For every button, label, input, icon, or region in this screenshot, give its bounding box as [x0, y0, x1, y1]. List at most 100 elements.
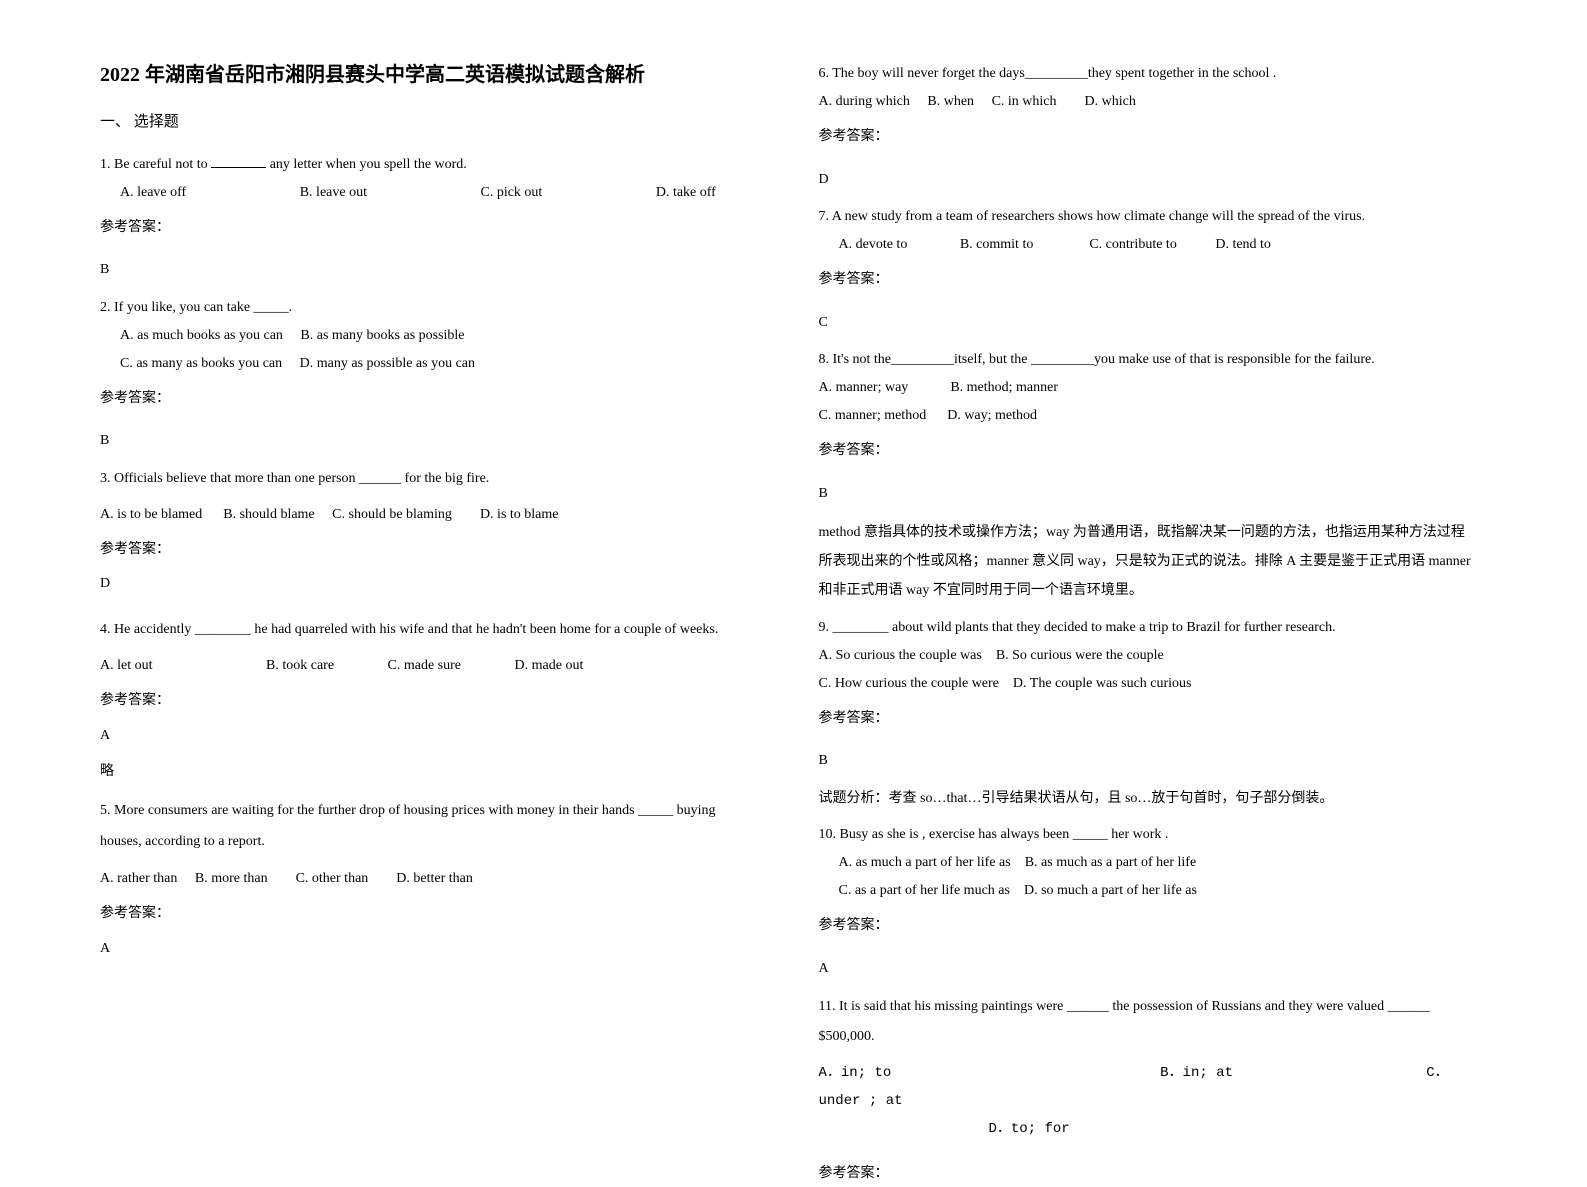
choices: A. during which B. when C. in which D. w… — [819, 88, 1478, 116]
choice-d: D. The couple was such curious — [1013, 676, 1192, 691]
answer-label: 参考答案： — [100, 386, 759, 413]
stem-before: 1. Be careful not to — [100, 157, 211, 172]
answer-value: A — [100, 723, 759, 750]
stem: 10. Busy as she is , exercise has always… — [819, 821, 1478, 849]
choice-a: A. let out — [100, 652, 153, 680]
explanation-8: method 意指具体的技术或操作方法；way 为普通用语，既指解决某一问题的方… — [819, 518, 1478, 606]
choice-d: D. which — [1085, 94, 1136, 109]
choice-b: B. So curious were the couple — [996, 648, 1164, 663]
answer-label: 参考答案： — [819, 913, 1478, 940]
choice-a: A. leave off — [120, 179, 186, 207]
question-5: 5. More consumers are waiting for the fu… — [100, 796, 759, 894]
question-10: 10. Busy as she is , exercise has always… — [819, 821, 1478, 905]
choice-c: C. manner; method — [819, 408, 927, 423]
right-column: 6. The boy will never forget the days___… — [799, 60, 1508, 1082]
answer-label: 参考答案： — [100, 901, 759, 928]
answer-label: 参考答案： — [819, 267, 1478, 294]
choice-a: A. is to be blamed — [100, 507, 202, 522]
choices: A. as much a part of her life as B. as m… — [819, 849, 1478, 905]
stem: 6. The boy will never forget the days___… — [819, 60, 1478, 88]
stem: 11. It is said that his missing painting… — [819, 992, 1478, 1051]
explanation: 略 — [100, 759, 759, 786]
choice-b: B. when — [927, 94, 974, 109]
answer-label: 参考答案： — [819, 438, 1478, 465]
stem: 3. Officials believe that more than one … — [100, 465, 759, 493]
choice-b: B. took care — [266, 652, 334, 680]
answer-value: B — [100, 257, 759, 284]
choice-c: C. other than — [296, 871, 369, 886]
choice-a: A. devote to — [839, 237, 908, 252]
choice-b: B. should blame — [223, 507, 314, 522]
choice-d: D. many as possible as you can — [300, 356, 475, 371]
answer-value: C — [819, 310, 1478, 337]
choice-b: B．in; at — [1160, 1065, 1233, 1081]
choice-c: C. in which — [992, 94, 1057, 109]
question-11: 11. It is said that his missing painting… — [819, 992, 1478, 1143]
question-2: 2. If you like, you can take _____. A. a… — [100, 294, 759, 378]
answer-label: 参考答案： — [819, 1161, 1478, 1187]
choice-d: D. way; method — [947, 408, 1037, 423]
choices: A. devote to B. commit to C. contribute … — [819, 231, 1478, 259]
stem: 7. A new study from a team of researcher… — [819, 203, 1478, 231]
choice-d: D. made out — [515, 658, 584, 673]
choice-a: A. as much a part of her life as — [839, 855, 1011, 870]
choice-a: A. during which — [819, 94, 910, 109]
choice-b: B. commit to — [960, 237, 1034, 252]
question-8: 8. It's not the_________itself, but the … — [819, 346, 1478, 430]
question-7: 7. A new study from a team of researcher… — [819, 203, 1478, 259]
question-1: 1. Be careful not to any letter when you… — [100, 151, 759, 207]
answer-value: A — [819, 956, 1478, 983]
choice-d: D．to; for — [989, 1115, 1070, 1143]
stem: 8. It's not the_________itself, but the … — [819, 346, 1478, 374]
choice-b: B. method; manner — [950, 380, 1058, 395]
answer-label: 参考答案： — [819, 706, 1478, 733]
answer-label: 参考答案： — [100, 537, 759, 564]
question-4: 4. He accidently ________ he had quarrel… — [100, 616, 759, 680]
stem-after: any letter when you spell the word. — [266, 157, 467, 172]
left-column: 2022 年湖南省岳阳市湘阴县赛头中学高二英语模拟试题含解析 一、 选择题 1.… — [100, 60, 799, 1082]
choice-c: C. pick out — [480, 179, 542, 207]
choices: A. manner; way B. method; manner C. mann… — [819, 374, 1478, 430]
question-3: 3. Officials believe that more than one … — [100, 465, 759, 529]
choices: A. rather than B. more than C. other tha… — [100, 865, 759, 893]
choice-d: D. so much a part of her life as — [1024, 883, 1197, 898]
blank — [211, 154, 266, 168]
choice-c: C. should be blaming — [332, 507, 452, 522]
stem: 5. More consumers are waiting for the fu… — [100, 796, 759, 858]
answer-value: D — [819, 167, 1478, 194]
choice-b: B. leave out — [300, 179, 367, 207]
choice-a: A. rather than — [100, 871, 177, 886]
stem: 9. ________ about wild plants that they … — [819, 614, 1478, 642]
stem: 2. If you like, you can take _____. — [100, 294, 759, 322]
section-header: 一、 选择题 — [100, 108, 759, 137]
choice-a: A. So curious the couple was — [819, 648, 982, 663]
choice-c: C. as many as books you can — [120, 356, 282, 371]
page-title: 2022 年湖南省岳阳市湘阴县赛头中学高二英语模拟试题含解析 — [100, 60, 759, 90]
choice-b: B. more than — [195, 871, 268, 886]
choice-c: C．under ; at — [819, 1065, 1449, 1109]
choices: A. So curious the couple was B. So curio… — [819, 642, 1478, 698]
choice-c: C. contribute to — [1089, 237, 1177, 252]
choice-c: C. as a part of her life much as — [839, 883, 1010, 898]
answer-value: D — [100, 571, 759, 598]
choice-c: C. How curious the couple were — [819, 676, 999, 691]
choice-b: B. as much as a part of her life — [1025, 855, 1196, 870]
choice-d: D. take off — [656, 185, 716, 200]
choice-a: A. manner; way — [819, 380, 909, 395]
answer-value: B — [100, 428, 759, 455]
choice-d: D. better than — [396, 871, 473, 886]
choice-c: C. made sure — [388, 652, 461, 680]
explanation-9: 试题分析：考查 so…that…引导结果状语从句，且 so…放于句首时，句子部分… — [819, 785, 1478, 813]
choice-d: D. is to blame — [480, 507, 559, 522]
question-6: 6. The boy will never forget the days___… — [819, 60, 1478, 116]
question-9: 9. ________ about wild plants that they … — [819, 614, 1478, 698]
choice-b: B. as many books as possible — [300, 328, 464, 343]
choices: A. is to be blamed B. should blame C. sh… — [100, 501, 759, 529]
answer-value: A — [100, 936, 759, 963]
choices: A. leave off B. leave out C. pick out D.… — [100, 179, 759, 207]
answer-label: 参考答案： — [819, 124, 1478, 151]
choice-a: A. as much books as you can — [120, 328, 283, 343]
answer-label: 参考答案： — [100, 215, 759, 242]
stem: 4. He accidently ________ he had quarrel… — [100, 616, 759, 644]
answer-value: B — [819, 481, 1478, 508]
